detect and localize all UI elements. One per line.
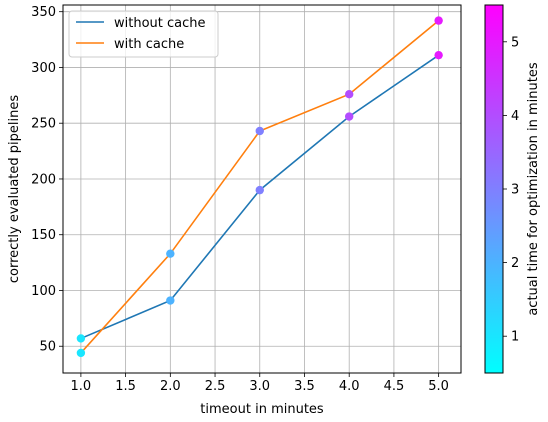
x-tick-label: 4.0 [339, 379, 360, 394]
y-tick-label: 250 [31, 117, 56, 132]
x-tick-label: 2.0 [160, 379, 181, 394]
data-point-with-cache [166, 249, 175, 258]
y-tick-label: 100 [31, 284, 56, 299]
legend: without cache with cache [68, 10, 219, 58]
data-point-with-cache [345, 90, 354, 99]
y-tick-label: 300 [31, 61, 56, 76]
data-point-with-cache [255, 126, 264, 136]
colorbar-tick-label: 1 [511, 330, 519, 345]
data-point-without-cache [76, 334, 86, 343]
colorbar [484, 4, 504, 374]
colorbar-tick-label: 3 [511, 183, 519, 198]
legend-box [68, 10, 219, 58]
y-tick-label: 350 [31, 5, 56, 20]
x-tick-label: 1.5 [115, 379, 136, 394]
y-tick-label: 200 [31, 172, 56, 187]
y-axis-label: correctly evaluated pipelines [7, 95, 22, 283]
x-axis: 1.0 1.5 2.0 2.5 3.0 3.5 4.0 4.5 5.0 [71, 373, 449, 394]
y-tick-label: 50 [39, 340, 56, 355]
colorbar-label: actual time for optimization in minutes [526, 62, 541, 316]
x-tick-label: 2.5 [205, 379, 226, 394]
colorbar-tick-label: 5 [511, 35, 519, 50]
data-point-without-cache [434, 50, 443, 60]
x-tick-label: 3.0 [249, 379, 270, 394]
legend-label-with-cache: with cache [114, 37, 184, 52]
legend-label-without-cache: without cache [114, 16, 206, 31]
grid-lines [63, 5, 461, 373]
x-axis-label: timeout in minutes [200, 402, 324, 417]
y-axis: 50 100 150 200 250 300 350 [31, 5, 63, 355]
colorbar-axis: 1 2 3 4 5 [503, 35, 519, 345]
data-point-without-cache [255, 185, 264, 195]
x-tick-label: 3.5 [294, 379, 315, 394]
data-point-with-cache [76, 348, 86, 358]
x-tick-label: 5.0 [428, 379, 449, 394]
data-point-with-cache [434, 16, 443, 25]
data-point-without-cache [166, 296, 175, 305]
data-point-without-cache [345, 112, 354, 121]
series-markers [76, 16, 443, 358]
plot-frame [62, 4, 462, 374]
colorbar-tick-label: 4 [511, 109, 519, 124]
colorbar-tick-label: 2 [511, 256, 519, 271]
x-tick-label: 4.5 [384, 379, 405, 394]
y-tick-label: 150 [31, 228, 56, 243]
x-tick-label: 1.0 [71, 379, 92, 394]
